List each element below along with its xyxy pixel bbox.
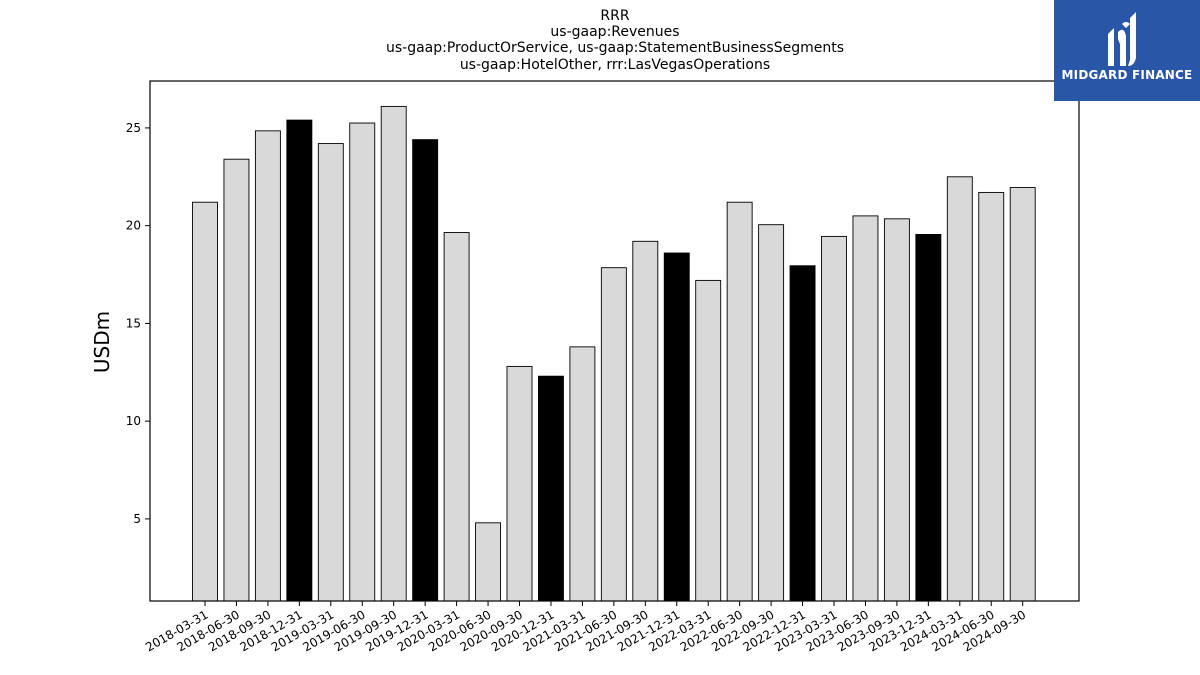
bar-2018-12-31 xyxy=(286,119,313,602)
bar-2018-03-31 xyxy=(192,201,218,602)
bar-2023-12-31 xyxy=(915,234,942,602)
bar-2023-09-30 xyxy=(883,218,910,602)
title-line-1: RRR xyxy=(600,8,629,24)
bar-2021-12-31 xyxy=(663,252,690,602)
bar-2022-12-31 xyxy=(789,265,816,602)
y-axis: 5 10 15 20 25 xyxy=(126,121,150,526)
bar-2024-06-30 xyxy=(978,191,1005,602)
y-tick-label: 5 xyxy=(133,512,141,526)
y-tick-label: 15 xyxy=(126,316,141,330)
midgard-logo-icon xyxy=(1108,12,1136,66)
title-line-3: us-gaap:ProductOrService, us-gaap:Statem… xyxy=(386,40,844,56)
title-line-4: us-gaap:HotelOther, rrr:LasVegasOperatio… xyxy=(460,57,770,73)
bar-2019-03-31 xyxy=(317,143,344,602)
bar-2023-06-30 xyxy=(852,215,879,602)
bar-2023-03-31 xyxy=(821,235,847,602)
y-axis-label: USDm xyxy=(90,311,114,373)
bar-2018-09-30 xyxy=(254,130,281,602)
bar-2020-09-30 xyxy=(506,365,533,602)
bar-2024-09-30 xyxy=(1009,187,1036,602)
bar-2022-09-30 xyxy=(758,224,785,602)
bar-2020-03-31 xyxy=(443,232,470,602)
bar-2019-09-30 xyxy=(380,105,407,602)
y-tick-label: 10 xyxy=(126,414,141,428)
brand-logo: MIDGARD FINANCE xyxy=(1054,0,1200,101)
bar-2020-12-31 xyxy=(538,375,564,602)
bar-2021-06-30 xyxy=(600,267,627,602)
y-tick-label: 25 xyxy=(126,121,141,135)
bar-2021-03-31 xyxy=(569,346,596,602)
bar-2019-12-31 xyxy=(412,139,439,602)
plot-frame xyxy=(149,80,1080,602)
bar-2021-09-30 xyxy=(632,240,659,602)
title-line-2: us-gaap:Revenues xyxy=(550,24,679,40)
bar-2024-03-31 xyxy=(946,176,973,602)
x-axis: 2018-03-312018-06-302018-09-302018-12-31… xyxy=(143,601,1028,654)
bar-2019-06-30 xyxy=(349,122,376,602)
chart-title: RRR us-gaap:Revenues us-gaap:ProductOrSe… xyxy=(386,8,844,73)
bar-2022-03-31 xyxy=(695,279,722,602)
y-tick-label: 20 xyxy=(126,219,141,233)
logo-text: MIDGARD FINANCE xyxy=(1061,68,1193,82)
bars xyxy=(192,105,1036,602)
bar-2022-06-30 xyxy=(726,201,753,602)
bar-2018-06-30 xyxy=(223,158,250,602)
bar-2020-06-30 xyxy=(475,522,501,602)
